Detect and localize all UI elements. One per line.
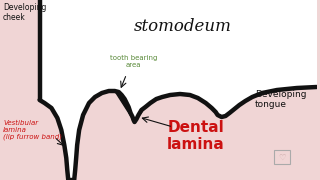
Text: tooth bearing
area: tooth bearing area xyxy=(110,55,157,68)
Text: Developing
cheek: Developing cheek xyxy=(3,3,46,22)
Bar xyxy=(274,150,290,164)
Polygon shape xyxy=(134,107,145,122)
Text: Vestibular
lamina
(lip furrow band): Vestibular lamina (lip furrow band) xyxy=(3,120,62,141)
Text: Developing
tongue: Developing tongue xyxy=(255,90,307,109)
Polygon shape xyxy=(40,0,316,180)
Polygon shape xyxy=(115,91,134,122)
Text: ♡: ♡ xyxy=(278,154,286,163)
Text: stomodeum: stomodeum xyxy=(134,18,232,35)
Text: Dental
lamina: Dental lamina xyxy=(167,120,225,152)
